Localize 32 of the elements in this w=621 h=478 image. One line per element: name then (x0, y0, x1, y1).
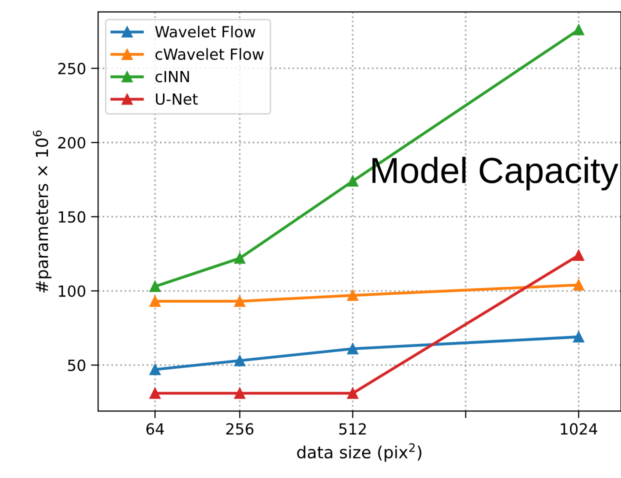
legend-label: cWavelet Flow (155, 48, 264, 60)
point (573, 279, 584, 291)
point (149, 388, 161, 399)
annotation: Model Capacity (372, 156, 618, 190)
point (347, 343, 358, 354)
y-tick-label: 250 (58, 62, 86, 74)
point (234, 388, 246, 399)
y-tick-label: 150 (58, 211, 86, 223)
legend-label: U-Net (156, 93, 198, 105)
x-axis-title: data size (pix$^{2}$) (297, 443, 422, 462)
point (347, 290, 358, 301)
point (149, 296, 161, 307)
legend-label: cINN (155, 71, 189, 82)
y-tick-label: 200 (58, 136, 86, 149)
x-tick-label: 256 (226, 423, 254, 435)
x-tick-label: 64 (146, 423, 164, 435)
point (347, 388, 358, 399)
x-tick-label: 512 (339, 423, 366, 435)
point (234, 355, 246, 366)
point (149, 364, 161, 376)
y-tick-label: 100 (58, 285, 86, 297)
point (234, 296, 246, 307)
legend-label: Wavelet Flow (155, 26, 256, 38)
y-tick-label: 50 (68, 360, 86, 372)
point (347, 176, 358, 187)
point (573, 331, 584, 342)
y-axis-title: #parameters × 10$^{6}$ (32, 130, 52, 292)
point (149, 280, 161, 292)
point (234, 252, 246, 264)
point (573, 24, 584, 36)
point (573, 250, 584, 261)
x-tick-label: 1024 (560, 423, 598, 435)
